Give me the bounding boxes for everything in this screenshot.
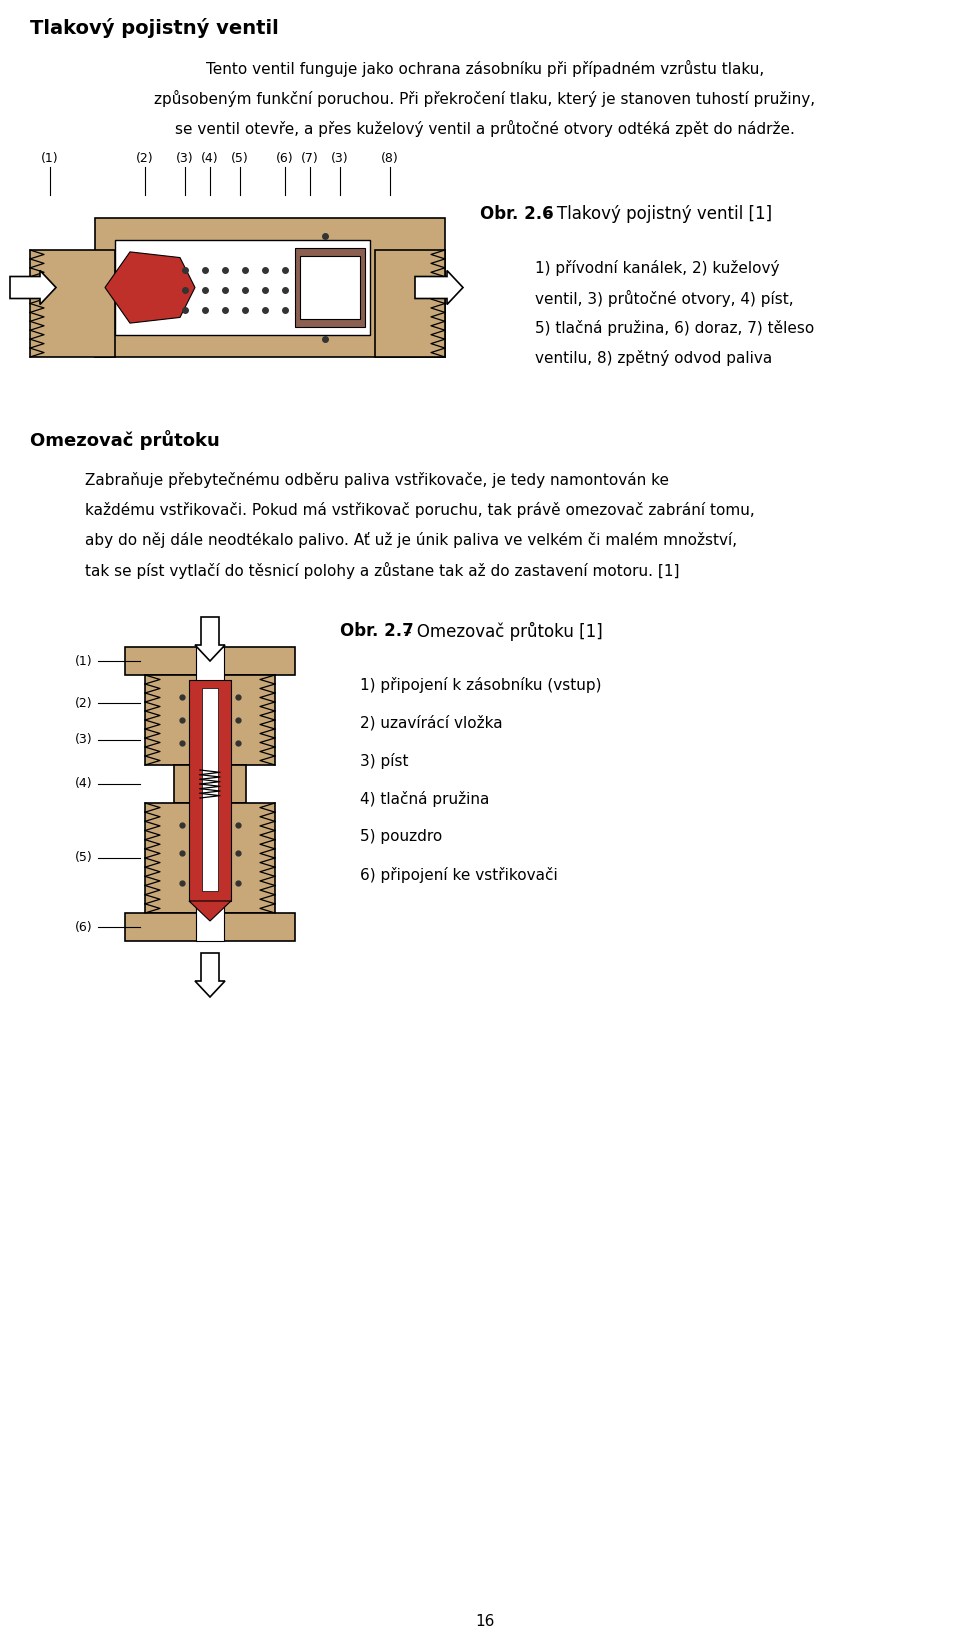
Text: 2) uzavírácí vložka: 2) uzavírácí vložka bbox=[360, 715, 503, 731]
Text: Tento ventil funguje jako ochrana zásobníku při případném vzrůstu tlaku,: Tento ventil funguje jako ochrana zásobn… bbox=[205, 61, 764, 77]
Text: způsobeným funkční poruchou. Při překročení tlaku, který je stanoven tuhostí pru: způsobeným funkční poruchou. Při překroč… bbox=[155, 90, 816, 106]
Text: (2): (2) bbox=[136, 152, 154, 165]
Text: – Tlakový pojistný ventil [1]: – Tlakový pojistný ventil [1] bbox=[538, 204, 772, 222]
Text: 6) připojení ke vstřikovači: 6) připojení ke vstřikovači bbox=[360, 867, 558, 883]
Text: každému vstřikovači. Pokud má vstřikovač poruchu, tak právě omezovač zabrání tom: každému vstřikovači. Pokud má vstřikovač… bbox=[85, 502, 755, 519]
Bar bbox=[375, 250, 445, 357]
Text: tak se píst vytlačí do těsnicí polohy a zůstane tak až do zastavení motoru. [1]: tak se píst vytlačí do těsnicí polohy a … bbox=[85, 563, 680, 579]
Bar bbox=[145, 803, 275, 913]
Bar bbox=[30, 250, 115, 357]
Polygon shape bbox=[105, 252, 195, 324]
Text: (3): (3) bbox=[76, 733, 93, 746]
Bar bbox=[115, 240, 370, 335]
Text: (5): (5) bbox=[75, 851, 93, 864]
Text: – Omezovač průtoku [1]: – Omezovač průtoku [1] bbox=[398, 622, 603, 641]
Text: 16: 16 bbox=[475, 1615, 494, 1629]
Text: ventilu, 8) zpětný odvod paliva: ventilu, 8) zpětný odvod paliva bbox=[535, 350, 772, 366]
FancyArrow shape bbox=[195, 954, 225, 996]
Text: (1): (1) bbox=[76, 654, 93, 667]
Text: 5) pouzdro: 5) pouzdro bbox=[360, 829, 443, 844]
Text: 3) píst: 3) píst bbox=[360, 753, 409, 769]
Text: (8): (8) bbox=[381, 152, 398, 165]
Text: (6): (6) bbox=[276, 152, 294, 165]
Polygon shape bbox=[189, 901, 231, 921]
Text: aby do něj dále neodtékalo palivo. Ať už je únik paliva ve velkém či malém množs: aby do něj dále neodtékalo palivo. Ať už… bbox=[85, 532, 737, 548]
Text: 1) přívodní kanálek, 2) kuželový: 1) přívodní kanálek, 2) kuželový bbox=[535, 260, 780, 276]
Text: (7): (7) bbox=[301, 152, 319, 165]
Text: (5): (5) bbox=[231, 152, 249, 165]
Text: (4): (4) bbox=[202, 152, 219, 165]
Bar bbox=[189, 681, 231, 901]
Text: Zabraňuje přebytečnému odběru paliva vstřikovače, je tedy namontován ke: Zabraňuje přebytečnému odběru paliva vst… bbox=[85, 473, 669, 488]
Text: ventil, 3) průtočné otvory, 4) píst,: ventil, 3) průtočné otvory, 4) píst, bbox=[535, 290, 794, 308]
Bar bbox=[95, 218, 445, 357]
Text: Obr. 2.6: Obr. 2.6 bbox=[480, 204, 554, 222]
FancyArrow shape bbox=[195, 617, 225, 661]
FancyArrow shape bbox=[10, 270, 56, 304]
Bar bbox=[125, 913, 295, 941]
Bar bbox=[125, 646, 295, 676]
Text: 4) tlačná pružina: 4) tlačná pružina bbox=[360, 790, 490, 807]
Bar bbox=[300, 255, 360, 319]
Text: Tlakový pojistný ventil: Tlakový pojistný ventil bbox=[30, 18, 278, 38]
Bar bbox=[145, 676, 275, 766]
Bar bbox=[202, 689, 218, 892]
Text: (3): (3) bbox=[331, 152, 348, 165]
Bar bbox=[295, 249, 365, 327]
Text: Omezovač průtoku: Omezovač průtoku bbox=[30, 430, 220, 450]
Text: (2): (2) bbox=[76, 697, 93, 710]
FancyArrow shape bbox=[415, 270, 463, 304]
Text: se ventil otevře, a přes kuželový ventil a průtočné otvory odtéká zpět do nádrže: se ventil otevře, a přes kuželový ventil… bbox=[175, 119, 795, 137]
Text: 5) tlačná pružina, 6) doraz, 7) těleso: 5) tlačná pružina, 6) doraz, 7) těleso bbox=[535, 321, 814, 335]
Text: (3): (3) bbox=[177, 152, 194, 165]
Text: Obr. 2.7: Obr. 2.7 bbox=[340, 622, 414, 640]
Bar bbox=[196, 646, 224, 941]
Bar bbox=[174, 766, 246, 803]
Text: 1) připojení k zásobníku (vstup): 1) připojení k zásobníku (vstup) bbox=[360, 677, 602, 694]
Text: (6): (6) bbox=[76, 921, 93, 934]
Text: (4): (4) bbox=[76, 777, 93, 790]
Text: (1): (1) bbox=[41, 152, 59, 165]
